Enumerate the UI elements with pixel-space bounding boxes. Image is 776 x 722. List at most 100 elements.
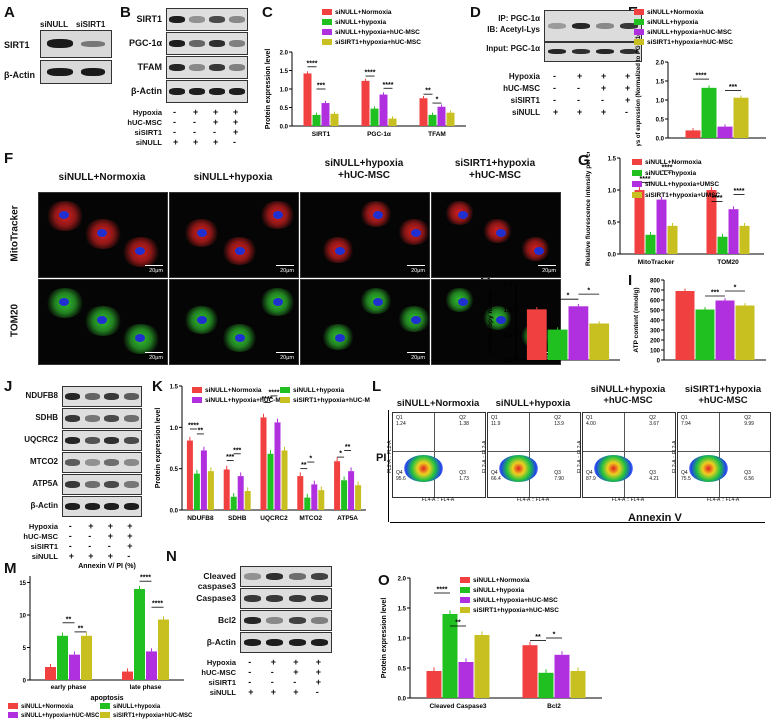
gate-line xyxy=(583,450,675,452)
bar xyxy=(474,635,490,698)
bar xyxy=(260,417,267,510)
bar xyxy=(304,497,311,510)
y-tick-label: 600 xyxy=(650,299,661,305)
ib-label: IB: Acetyl-Lys xyxy=(487,25,540,34)
band xyxy=(189,64,205,71)
condition-label: siSIRT1 xyxy=(208,678,236,687)
significance-stars: **** xyxy=(262,396,273,403)
sign: - xyxy=(553,71,556,81)
significance-stars: ** xyxy=(198,427,204,434)
y-tick-label: 2.0 xyxy=(398,577,407,583)
blot-strip xyxy=(240,566,332,587)
band xyxy=(65,459,81,466)
quadrant-name: Q4 xyxy=(586,470,593,477)
bar xyxy=(735,305,755,360)
quadrant-value: 11.9 xyxy=(491,421,501,427)
sign: + xyxy=(107,551,114,561)
band xyxy=(84,481,100,488)
sign: + xyxy=(315,677,322,687)
band xyxy=(311,573,329,580)
row-label: β-Actin xyxy=(131,86,162,96)
sign: + xyxy=(553,107,559,117)
gate-line xyxy=(678,450,770,452)
y-tick-label: 0 xyxy=(657,359,661,365)
nucleus xyxy=(534,247,544,255)
sign: - xyxy=(248,677,252,687)
bar xyxy=(538,672,554,698)
legend-label: siNULL+hypoxia xyxy=(645,170,696,177)
sign: + xyxy=(193,137,199,147)
blot-strip xyxy=(544,10,642,42)
sign: - xyxy=(173,107,176,117)
sign: + xyxy=(213,137,219,147)
sign: + xyxy=(577,71,583,81)
sign: - xyxy=(577,95,580,105)
quadrant-name: Q4 xyxy=(491,470,498,477)
sign: + xyxy=(127,531,133,541)
axis-channel: FL4-A :: FL4-A xyxy=(516,497,550,503)
category-label: SIRT1 xyxy=(312,131,331,138)
legend-label: siNULL+hypoxia+hUC-MSC xyxy=(473,597,558,604)
bar xyxy=(706,190,717,254)
scale-bar xyxy=(538,352,556,353)
bar xyxy=(522,645,538,698)
quadrant-name: Q1 xyxy=(681,415,688,421)
legend-swatch xyxy=(280,387,290,393)
blot-strip xyxy=(240,588,332,609)
band xyxy=(84,437,100,444)
sign: - xyxy=(248,657,252,667)
band xyxy=(104,393,120,400)
x-axis-label: Annexin V xyxy=(628,512,682,524)
quadrant-value: 4.21 xyxy=(649,476,659,483)
bar xyxy=(675,291,695,360)
y-tick-label: 2.0 xyxy=(280,51,289,57)
legend-swatch xyxy=(634,19,644,25)
y-tick-label: 2.0 xyxy=(656,61,665,67)
bar xyxy=(267,453,274,510)
y-tick-label: 1.5 xyxy=(656,80,665,86)
y-tick-label: 400 xyxy=(650,319,661,325)
row-label: TFAM xyxy=(137,62,163,72)
category-label: TFAM xyxy=(428,131,446,138)
sign: + xyxy=(248,687,254,697)
bar xyxy=(237,476,244,510)
bar xyxy=(341,480,348,510)
significance-stars: * xyxy=(553,632,556,639)
band xyxy=(229,88,245,95)
sign: - xyxy=(553,95,556,105)
sign: + xyxy=(293,657,299,667)
y-tick-label: 1.5 xyxy=(608,157,617,163)
bar xyxy=(739,225,750,254)
bar xyxy=(146,651,157,680)
y-tick-label: 1.5 xyxy=(170,385,179,391)
significance-stars: ** xyxy=(425,88,431,95)
y-tick-label: 1.0 xyxy=(398,637,407,643)
legend-label: siNULL+hypoxia xyxy=(293,387,344,394)
sign: + xyxy=(88,551,94,561)
legend-label: siNULL+hypoxia xyxy=(335,19,386,26)
bar xyxy=(355,485,362,510)
category-label: NDUFB8 xyxy=(187,515,214,522)
legend-label: siNULL+hypoxia+hUC-MSC xyxy=(21,713,100,719)
row-label: Caspase3 xyxy=(196,593,236,603)
band xyxy=(123,437,139,444)
band xyxy=(104,437,120,444)
category-label: SDHB xyxy=(228,515,247,522)
legend-label: siSIRT1+hypoxia+hUC-MSC xyxy=(473,607,559,614)
band xyxy=(65,415,81,422)
category-label: ATP5A xyxy=(337,515,358,522)
band xyxy=(243,573,261,580)
column-label: siNULL+hypoxia +hUC-MSC xyxy=(590,384,666,406)
chart-i: 0 100 200 300 400 500 600 700 800 ATP content (nm… xyxy=(633,279,766,365)
legend-swatch xyxy=(460,587,470,593)
legend-swatch xyxy=(100,703,110,709)
y-axis-label: mtDNA copy number xyxy=(487,289,494,354)
bar xyxy=(717,236,728,254)
bar xyxy=(244,490,251,510)
panel-letter-b: B xyxy=(120,4,131,21)
chart-title: Annexin V/ PI (%) xyxy=(78,563,136,570)
bar xyxy=(554,654,570,698)
y-axis-label: PI xyxy=(376,452,387,464)
nucleus xyxy=(97,229,107,237)
nucleus xyxy=(335,247,345,255)
